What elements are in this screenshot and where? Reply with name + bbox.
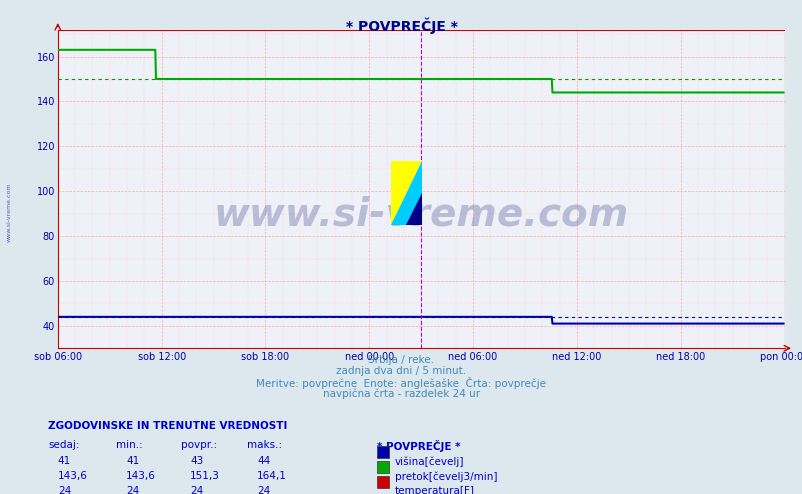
Text: zadnja dva dni / 5 minut.: zadnja dva dni / 5 minut. — [336, 366, 466, 376]
Text: 151,3: 151,3 — [190, 471, 220, 481]
Text: * POVPREČJE *: * POVPREČJE * — [377, 440, 460, 452]
Text: 24: 24 — [58, 486, 71, 494]
Text: min.:: min.: — [116, 440, 143, 450]
Text: * POVPREČJE *: * POVPREČJE * — [345, 18, 457, 34]
Text: navpična črta - razdelek 24 ur: navpična črta - razdelek 24 ur — [322, 389, 480, 399]
Text: povpr.:: povpr.: — [180, 440, 217, 450]
Text: višina[čevelj]: višina[čevelj] — [395, 456, 464, 467]
Text: 43: 43 — [190, 456, 204, 466]
Text: 41: 41 — [58, 456, 71, 466]
Polygon shape — [391, 161, 421, 225]
Text: www.si-vreme.com: www.si-vreme.com — [6, 183, 11, 242]
Text: 41: 41 — [126, 456, 140, 466]
Text: ZGODOVINSKE IN TRENUTNE VREDNOSTI: ZGODOVINSKE IN TRENUTNE VREDNOSTI — [48, 421, 287, 431]
Text: maks.:: maks.: — [247, 440, 282, 450]
Text: temperatura[F]: temperatura[F] — [395, 486, 475, 494]
Text: 44: 44 — [257, 456, 270, 466]
Text: pretok[čevelj3/min]: pretok[čevelj3/min] — [395, 471, 497, 482]
Text: 164,1: 164,1 — [257, 471, 286, 481]
Text: Srbija / reke.: Srbija / reke. — [368, 355, 434, 365]
Text: 143,6: 143,6 — [58, 471, 87, 481]
Text: 24: 24 — [126, 486, 140, 494]
Text: 143,6: 143,6 — [126, 471, 156, 481]
Text: www.si-vreme.com: www.si-vreme.com — [213, 196, 628, 234]
Text: 24: 24 — [257, 486, 270, 494]
Polygon shape — [406, 193, 421, 225]
Text: Meritve: povprečne  Enote: anglešaške  Črta: povprečje: Meritve: povprečne Enote: anglešaške Črt… — [256, 377, 546, 389]
Polygon shape — [391, 161, 421, 225]
Text: 24: 24 — [190, 486, 204, 494]
Text: sedaj:: sedaj: — [48, 440, 79, 450]
